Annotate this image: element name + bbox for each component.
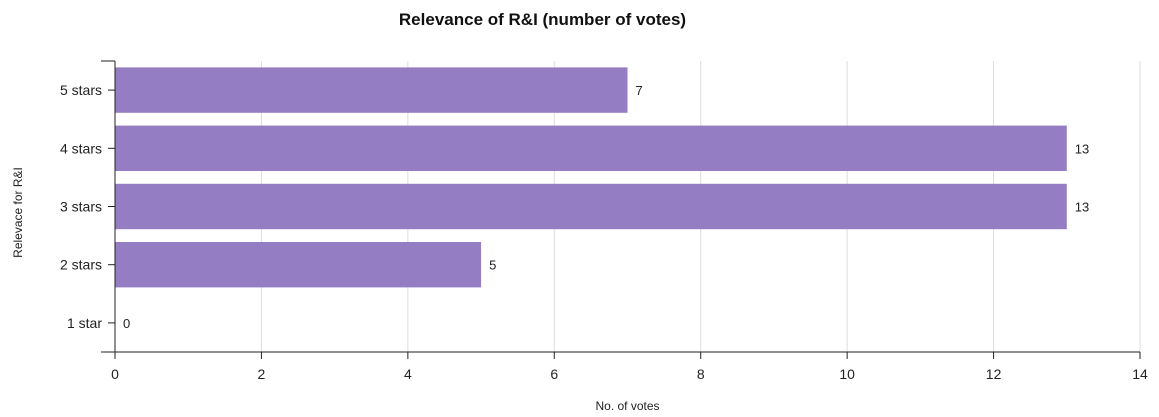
bars: [115, 67, 1067, 288]
x-tick-label: 8: [697, 366, 705, 382]
x-tick-label: 6: [550, 366, 558, 382]
category-label: 3 stars: [60, 199, 102, 215]
category-label: 5 stars: [60, 82, 102, 98]
category-label: 1 star: [67, 315, 102, 331]
category-label: 4 stars: [60, 140, 102, 156]
x-tick-label: 12: [986, 366, 1002, 382]
bar-value-label: 0: [123, 316, 130, 331]
labels: 0 2 4 6 8 10 12 14 5 stars 7 4 stars 13 3 stars 13 2 s…: [60, 82, 1148, 382]
bar: [115, 242, 482, 288]
x-tick-label: 4: [404, 366, 412, 382]
y-axis-title: Relevace for R&I: [11, 167, 25, 258]
bar: [115, 183, 1067, 230]
bar-value-label: 13: [1075, 200, 1089, 215]
x-tick-label: 10: [839, 366, 855, 382]
x-tick-label: 0: [111, 366, 119, 382]
x-tick-label: 2: [258, 366, 266, 382]
bar: [115, 125, 1067, 171]
x-axis-title: No. of votes: [595, 399, 659, 413]
category-label: 2 stars: [60, 257, 102, 273]
bar-value-label: 7: [636, 83, 643, 98]
bar-value-label: 13: [1075, 141, 1089, 156]
bar: [115, 67, 628, 113]
x-tick-label: 14: [1132, 366, 1148, 382]
chart-title: Relevance of R&I (number of votes): [398, 10, 687, 29]
axes: [101, 60, 1141, 359]
bar-value-label: 5: [489, 258, 496, 273]
